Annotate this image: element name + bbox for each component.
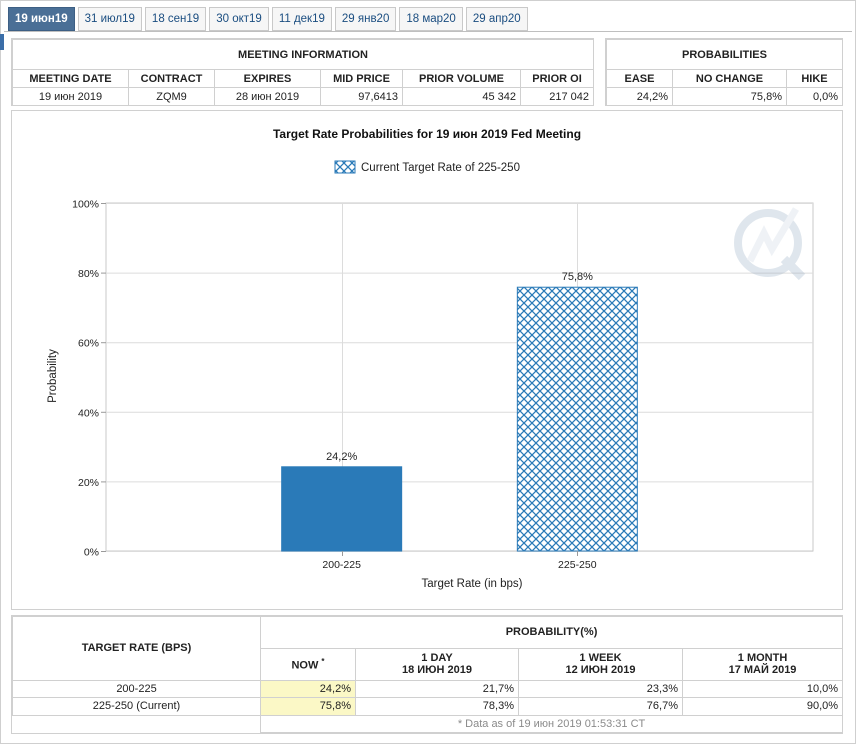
legend-swatch: [334, 160, 356, 174]
meeting-tabs: 19 июн19 31 июл19 18 сен19 30 окт19 11 д…: [8, 7, 528, 31]
mid-price-value: 97,6413: [320, 87, 403, 106]
bar: [281, 466, 403, 552]
expires-value: 28 июн 2019: [214, 87, 321, 106]
col-date: 12 ИЮН 2019: [565, 664, 636, 677]
meeting-info-title: MEETING INFORMATION: [11, 39, 595, 70]
tab-divider: [4, 31, 852, 32]
col-1-day: 1 DAY 18 ИЮН 2019: [355, 647, 519, 681]
bar: [516, 286, 638, 552]
now-label: NOW: [291, 659, 319, 672]
col-label: 1 DAY: [421, 652, 453, 665]
col-header: EXPIRES: [214, 69, 321, 88]
day-value: 78,3%: [355, 697, 519, 716]
bar-value-label: 24,2%: [326, 451, 357, 463]
meeting-date-value: 19 июн 2019: [12, 87, 129, 106]
col-header: CONTRACT: [128, 69, 215, 88]
table-row: 225-250 (Current) 75,8% 78,3% 76,7% 90,0…: [12, 697, 844, 716]
no-change-value: 75,8%: [672, 87, 787, 106]
probability-header: PROBABILITY(%): [259, 616, 844, 649]
y-axis-label: Probability: [47, 349, 59, 403]
x-tick-label: 225-250: [558, 559, 597, 571]
month-value: 10,0%: [681, 679, 844, 699]
probability-history-panel: TARGET RATE (BPS) PROBABILITY(%) NOW * 1…: [11, 615, 844, 734]
left-edge-accent: [0, 34, 4, 50]
tab-meeting[interactable]: 11 дек19: [271, 7, 332, 31]
probabilities-title: PROBABILITIES: [605, 39, 844, 70]
col-header: HIKE: [785, 69, 844, 88]
probability-chart: Target Rate Probabilities for 19 июн 201…: [47, 127, 814, 590]
tab-meeting[interactable]: 30 окт19: [209, 7, 269, 31]
col-1-week: 1 WEEK 12 ИЮН 2019: [518, 647, 683, 681]
legend-label[interactable]: Current Target Rate of 225-250: [361, 162, 520, 174]
table-row: 200-225 24,2% 21,7% 23,3% 10,0%: [12, 679, 844, 699]
watermark-logo: [734, 207, 806, 281]
hike-value: 0,0%: [785, 87, 844, 106]
col-header: MID PRICE: [320, 69, 403, 88]
prior-oi-value: 217 042: [519, 87, 595, 106]
y-tick-label: 80%: [78, 268, 99, 280]
x-axis-label: Target Rate (in bps): [422, 578, 523, 590]
col-header: PRIOR VOLUME: [402, 69, 521, 88]
col-date: 17 МАЙ 2019: [728, 664, 797, 677]
col-1-month: 1 MONTH 17 МАЙ 2019: [681, 647, 844, 681]
col-now: NOW *: [260, 647, 356, 681]
tab-meeting[interactable]: 19 июн19: [8, 7, 75, 31]
bar-value-label: 75,8%: [562, 271, 593, 283]
y-tick-label: 100%: [72, 199, 99, 211]
rate-cell: 225-250 (Current): [12, 697, 261, 716]
x-tick-label: 200-225: [322, 559, 361, 571]
col-date: 18 ИЮН 2019: [401, 664, 472, 677]
y-tick-label: 20%: [78, 477, 99, 489]
day-value: 21,7%: [355, 679, 519, 699]
tab-meeting[interactable]: 18 мар20: [399, 7, 463, 31]
data-timestamp-note: * Data as of 19 июн 2019 01:53:31 CT: [259, 714, 844, 733]
probabilities-panel: PROBABILITIES EASE NO CHANGE HIKE 24,2% …: [605, 38, 844, 106]
week-value: 76,7%: [518, 697, 683, 716]
col-header: EASE: [606, 69, 673, 88]
col-header: NO CHANGE: [672, 69, 787, 88]
y-tick-label: 60%: [78, 338, 99, 350]
col-label: 1 MONTH: [737, 652, 788, 665]
now-value: 75,8%: [260, 697, 356, 716]
y-tick-label: 0%: [84, 547, 99, 559]
rate-cell: 200-225: [12, 679, 261, 699]
meeting-info-panel: MEETING INFORMATION MEETING DATE CONTRAC…: [11, 38, 595, 106]
tab-meeting[interactable]: 31 июл19: [77, 7, 142, 31]
week-value: 23,3%: [518, 679, 683, 699]
plot-area: 0% 20% 40% 60% 80% 100% 24,2% 200-225 75,8% 225-2…: [72, 199, 814, 571]
col-header: PRIOR OI: [519, 69, 595, 88]
contract-value: ZQM9: [128, 87, 215, 106]
chart-panel: Target Rate Probabilities for 19 июн 201…: [11, 110, 843, 610]
tab-meeting[interactable]: 29 апр20: [465, 7, 528, 31]
chart-title: Target Rate Probabilities for 19 июн 201…: [273, 127, 581, 141]
plot-frame: [105, 202, 814, 552]
now-marker: *: [321, 656, 325, 666]
month-value: 90,0%: [681, 697, 844, 716]
y-tick-label: 40%: [78, 407, 99, 419]
target-rate-header: TARGET RATE (BPS): [12, 616, 261, 681]
now-value: 24,2%: [260, 679, 356, 699]
prior-volume-value: 45 342: [402, 87, 521, 106]
tab-meeting[interactable]: 29 янв20: [334, 7, 397, 31]
col-label: 1 WEEK: [579, 652, 622, 665]
col-header: MEETING DATE: [12, 69, 129, 88]
ease-value: 24,2%: [606, 87, 673, 106]
tab-meeting[interactable]: 18 сен19: [144, 7, 207, 31]
